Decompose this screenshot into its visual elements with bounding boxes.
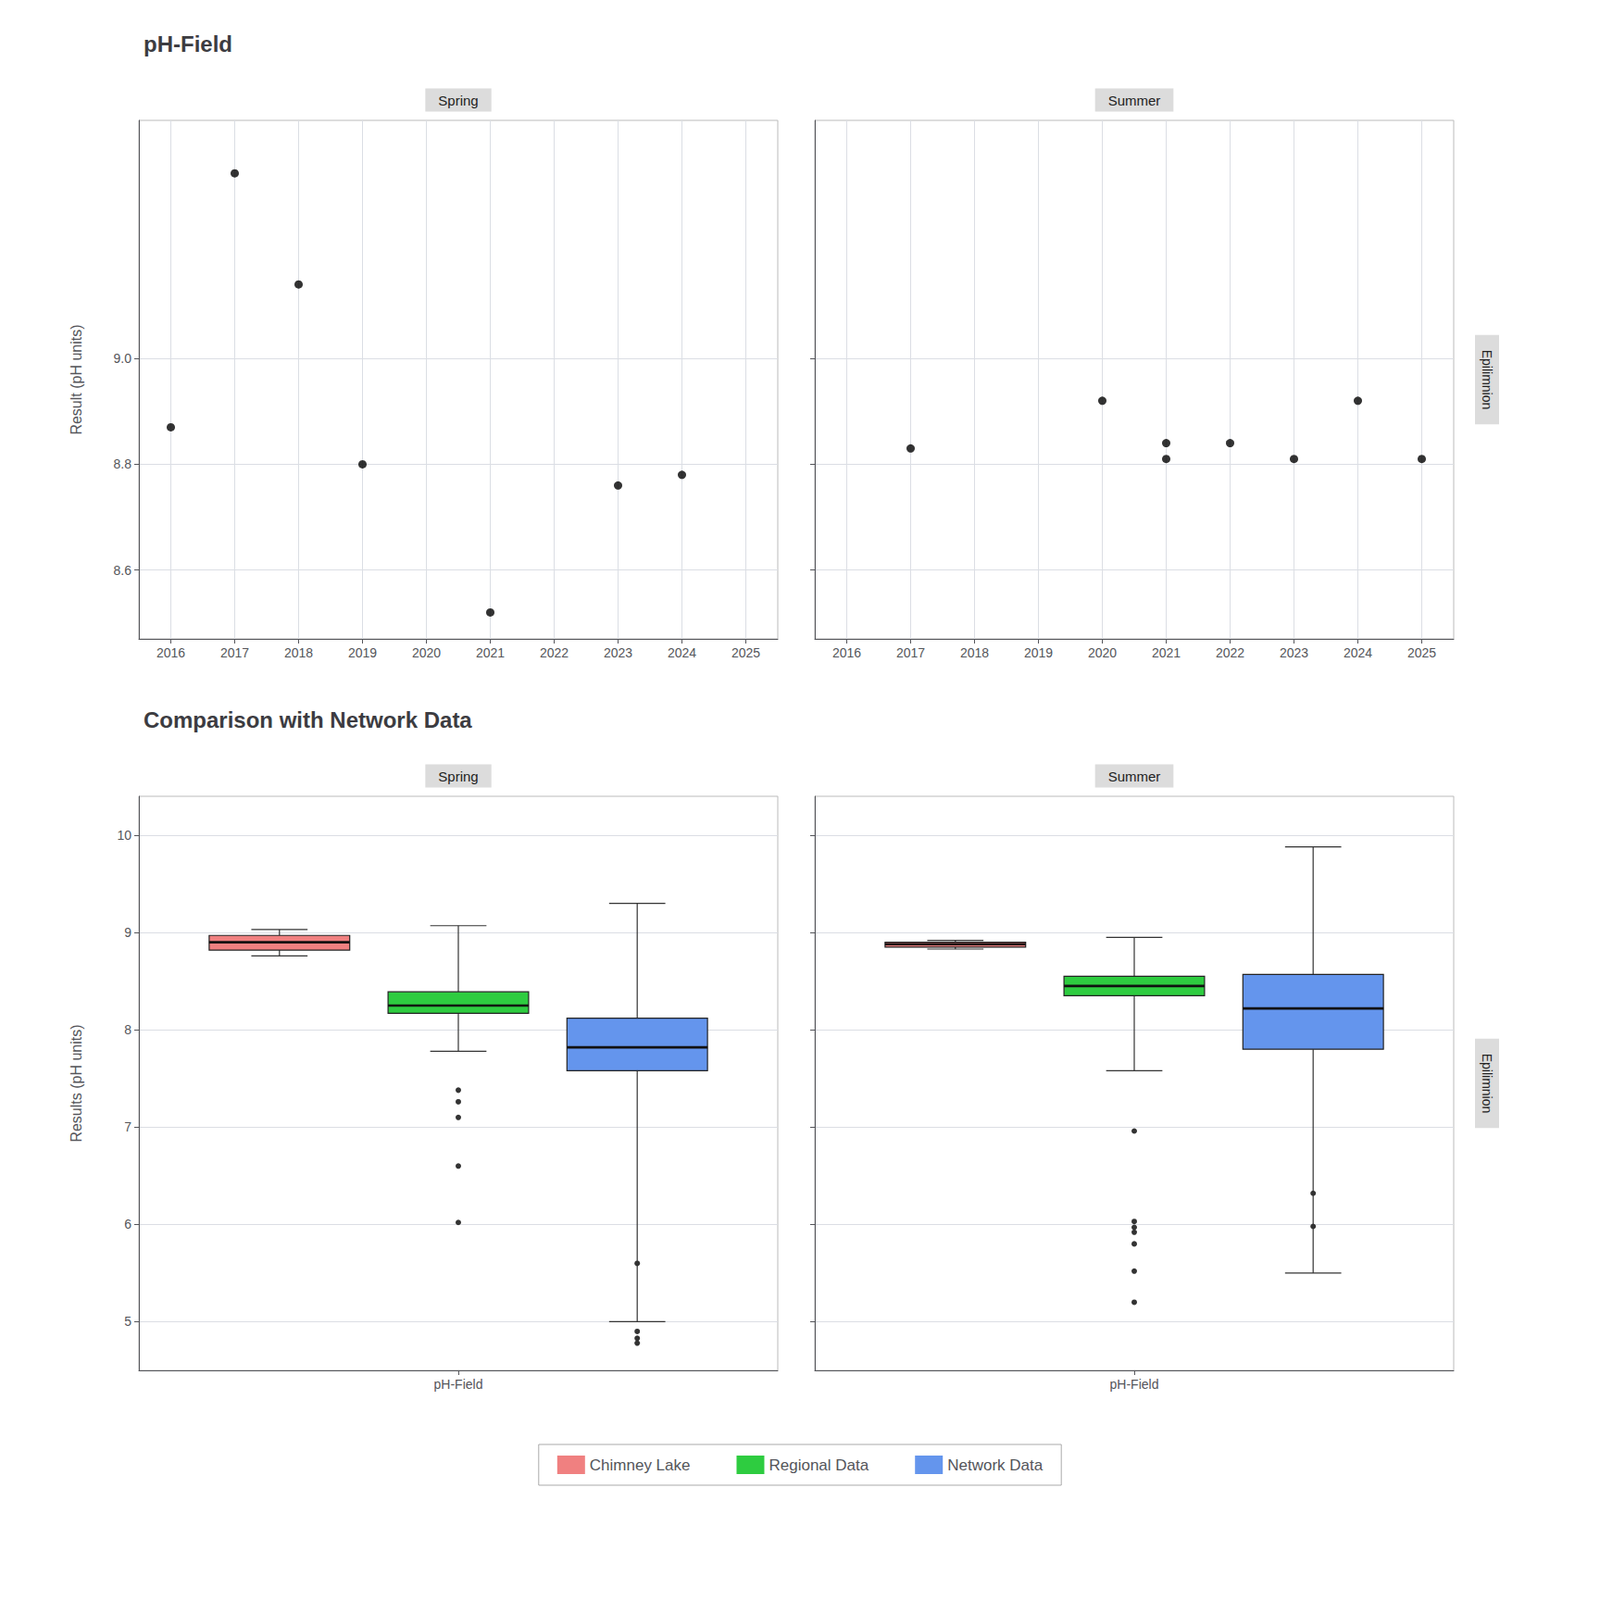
svg-text:2016: 2016 [156,645,186,661]
svg-text:2017: 2017 [220,645,250,661]
svg-text:9: 9 [124,925,132,940]
svg-text:2025: 2025 [1407,645,1437,661]
svg-text:7: 7 [124,1119,132,1135]
svg-text:Results (pH units): Results (pH units) [68,1024,85,1142]
svg-text:2020: 2020 [412,645,441,661]
svg-text:Comparison with Network Data: Comparison with Network Data [143,707,473,733]
svg-text:6: 6 [124,1216,132,1232]
svg-text:Epilimnion: Epilimnion [1479,1053,1495,1114]
svg-text:Regional Data: Regional Data [768,1456,869,1475]
svg-text:2024: 2024 [667,645,697,661]
svg-text:10: 10 [116,827,132,843]
svg-text:2021: 2021 [475,645,505,661]
svg-text:2023: 2023 [603,645,633,661]
svg-text:2019: 2019 [348,645,377,661]
svg-text:Spring: Spring [437,768,478,785]
svg-text:2022: 2022 [539,645,569,661]
svg-text:2019: 2019 [1024,645,1053,661]
svg-text:2023: 2023 [1279,645,1309,661]
svg-text:9.0: 9.0 [113,350,133,366]
svg-text:pH-Field: pH-Field [434,1376,484,1392]
svg-text:2021: 2021 [1151,645,1181,661]
svg-text:2016: 2016 [832,645,862,661]
svg-text:pH-Field: pH-Field [1110,1376,1160,1392]
svg-text:2017: 2017 [896,645,925,661]
svg-text:Summer: Summer [1108,768,1162,785]
svg-text:Epilimnion: Epilimnion [1479,350,1495,411]
svg-text:8.8: 8.8 [113,456,133,472]
svg-text:2018: 2018 [284,645,313,661]
svg-text:2024: 2024 [1343,645,1373,661]
svg-text:Result (pH units): Result (pH units) [68,324,85,435]
svg-text:2022: 2022 [1215,645,1245,661]
svg-text:Network Data: Network Data [947,1456,1044,1475]
svg-text:8.6: 8.6 [113,562,133,578]
svg-text:Spring: Spring [437,92,478,109]
svg-text:2025: 2025 [731,645,761,661]
svg-text:Summer: Summer [1108,92,1162,109]
svg-text:pH-Field: pH-Field [143,31,233,57]
svg-text:5: 5 [124,1313,132,1329]
svg-text:2020: 2020 [1087,645,1117,661]
svg-text:Chimney Lake: Chimney Lake [589,1456,691,1475]
svg-text:2018: 2018 [960,645,989,661]
svg-text:8: 8 [124,1022,132,1038]
